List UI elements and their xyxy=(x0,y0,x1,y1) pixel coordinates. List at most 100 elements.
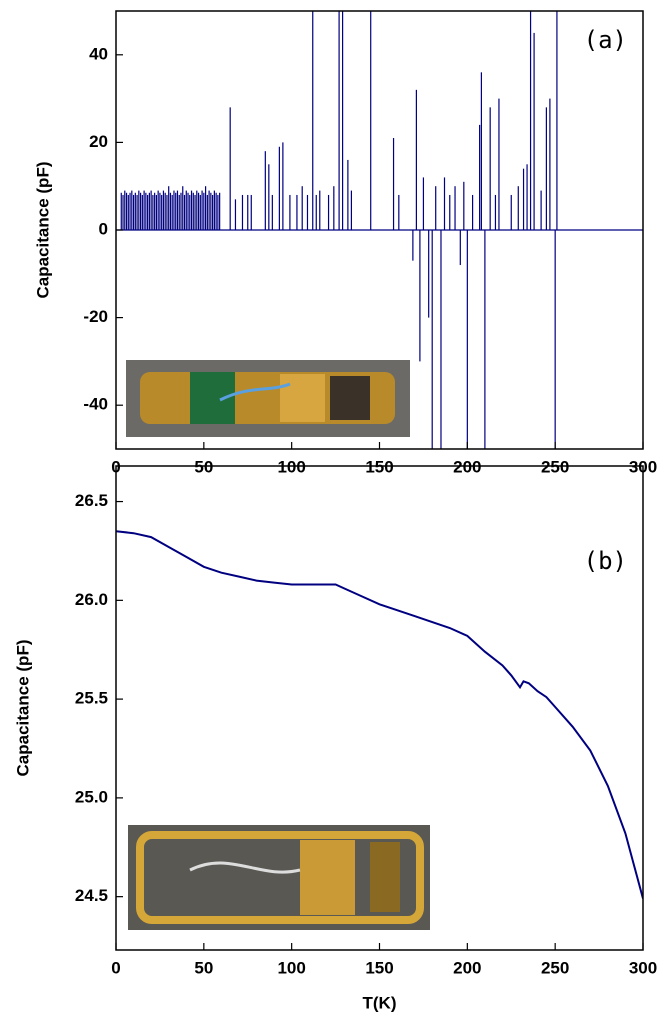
spike xyxy=(319,190,321,230)
spike xyxy=(178,194,180,230)
spike xyxy=(419,230,421,362)
spike xyxy=(124,190,126,230)
spike xyxy=(494,194,497,230)
spike xyxy=(517,186,519,230)
x-tick-label: 300 xyxy=(629,958,657,977)
x-tick-label: 200 xyxy=(453,457,481,476)
spike xyxy=(132,194,135,230)
x-tick-label: 100 xyxy=(277,457,305,476)
spike xyxy=(210,192,212,230)
spike xyxy=(187,192,189,230)
spike xyxy=(229,107,231,230)
panel-label: (b) xyxy=(584,547,627,575)
spike xyxy=(173,190,175,230)
spike xyxy=(197,192,200,230)
plot-frame xyxy=(115,10,644,450)
spike xyxy=(333,186,335,230)
x-tick-label: 50 xyxy=(194,958,213,977)
spike xyxy=(415,89,417,230)
spike xyxy=(155,194,158,230)
spike xyxy=(215,192,217,230)
y-tick-label: 24.5 xyxy=(75,886,108,905)
spike xyxy=(141,194,143,230)
x-tick-label: 200 xyxy=(453,958,481,977)
y-tick-label: 26.5 xyxy=(75,491,108,510)
spike xyxy=(540,190,542,230)
x-tick-label: 0 xyxy=(111,958,120,977)
spike xyxy=(545,107,547,230)
spike xyxy=(301,186,303,230)
spike xyxy=(526,164,528,230)
spike xyxy=(204,186,207,230)
y-axis-title: Capacitance (pF) xyxy=(33,162,52,299)
plot-data xyxy=(116,11,643,449)
spike xyxy=(154,192,156,230)
spike xyxy=(398,194,400,230)
spike xyxy=(162,190,165,230)
spike xyxy=(533,32,535,231)
spike xyxy=(185,190,187,230)
spike xyxy=(176,190,179,230)
spike xyxy=(510,194,512,230)
spike xyxy=(199,194,201,230)
x-tick-label: 250 xyxy=(541,457,569,476)
spike xyxy=(296,194,298,230)
y-tick-label: 25.5 xyxy=(75,689,108,708)
spike xyxy=(350,190,352,230)
x-tick-label: 100 xyxy=(277,958,305,977)
spike xyxy=(271,194,273,230)
spike xyxy=(454,186,456,230)
spike xyxy=(175,192,177,230)
spike xyxy=(190,190,193,230)
x-tick-label: 150 xyxy=(365,958,393,977)
y-tick-label: 26.0 xyxy=(75,590,108,609)
spike xyxy=(315,194,317,230)
spike xyxy=(268,164,270,230)
spike xyxy=(203,192,205,230)
spike xyxy=(529,11,532,230)
spike xyxy=(122,194,124,230)
spike xyxy=(127,194,129,230)
spike xyxy=(164,192,166,230)
spike xyxy=(201,190,203,230)
spike xyxy=(312,11,314,230)
y-tick-label: 20 xyxy=(89,132,108,151)
spike xyxy=(443,177,446,230)
spike xyxy=(392,138,395,230)
panel-label: (a) xyxy=(584,26,627,54)
y-tick-label: -20 xyxy=(83,307,108,326)
spike xyxy=(480,72,482,230)
spike xyxy=(189,194,191,230)
y-tick-label: -40 xyxy=(83,395,108,414)
y-tick-label: 0 xyxy=(99,219,108,238)
spike xyxy=(138,190,140,230)
spike xyxy=(148,192,150,230)
spike xyxy=(180,192,182,230)
spike xyxy=(484,230,486,449)
spike xyxy=(498,98,500,230)
plot-data xyxy=(116,530,643,899)
spike xyxy=(241,194,244,230)
spike xyxy=(554,230,556,449)
spike xyxy=(472,194,474,230)
spike xyxy=(431,230,433,449)
x-tick-label: 150 xyxy=(365,457,393,476)
spike xyxy=(327,194,330,230)
spike xyxy=(183,194,186,230)
y-axis-title: Capacitance (pF) xyxy=(13,640,32,777)
spike xyxy=(147,194,149,230)
spike xyxy=(338,11,340,230)
spike xyxy=(131,190,133,230)
spike xyxy=(479,124,481,230)
spike xyxy=(556,11,558,230)
spike xyxy=(143,190,145,230)
spike xyxy=(219,192,221,230)
spike xyxy=(166,194,168,230)
plot-frame xyxy=(115,465,644,951)
spike xyxy=(489,107,491,230)
x-tick-label: 50 xyxy=(194,457,213,476)
x-axis-title: T(K) xyxy=(363,993,397,1012)
spike xyxy=(306,194,309,230)
spike xyxy=(192,192,194,230)
